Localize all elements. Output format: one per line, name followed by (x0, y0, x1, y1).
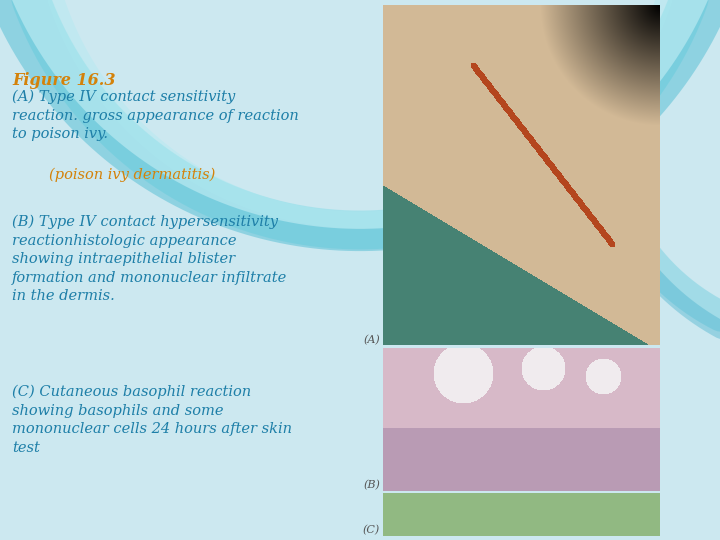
Text: Figure 16.3: Figure 16.3 (12, 72, 115, 89)
Text: (A) Type IV contact sensitivity
reaction. gross appearance of reaction
to poison: (A) Type IV contact sensitivity reaction… (12, 90, 299, 141)
Text: (B) Type IV contact hypersensitivity
reactionhistologic appearance
showing intra: (B) Type IV contact hypersensitivity rea… (12, 215, 287, 303)
Text: (poison ivy dermatitis): (poison ivy dermatitis) (12, 168, 215, 183)
Text: (C) Cutaneous basophil reaction
showing basophils and some
mononuclear cells 24 : (C) Cutaneous basophil reaction showing … (12, 385, 292, 455)
Text: (C): (C) (363, 525, 380, 535)
Text: (B): (B) (363, 480, 380, 490)
Text: (A): (A) (364, 335, 380, 345)
